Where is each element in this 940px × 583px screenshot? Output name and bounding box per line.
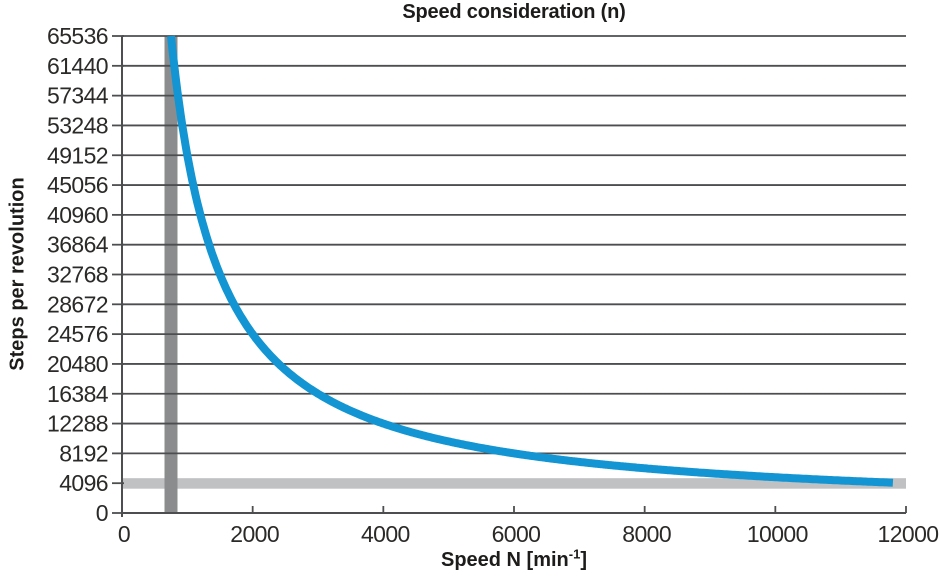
y-tick-label: 8192 [59,440,108,466]
x-axis-title-bracket: ] [580,549,588,571]
y-tick-label: 12288 [47,411,108,437]
x-tick-label: 2000 [230,521,279,547]
y-tick-label: 4096 [59,470,108,496]
y-tick-label: 45056 [47,172,108,198]
horizontal-marker-band [122,478,906,489]
y-tick-label: 20480 [47,351,108,377]
y-tick-label: 57344 [47,83,109,109]
x-tick-label: 6000 [492,521,541,547]
x-tick-label: 0 [118,521,130,547]
y-tick-label: 49152 [47,142,108,168]
y-tick-label: 36864 [47,232,109,258]
speed-curve [167,35,896,487]
x-axis-title-text: Speed N [min [440,549,569,571]
x-tick-label: 8000 [622,521,671,547]
y-axis-title: Steps per revolution [6,177,29,371]
y-tick-label: 24576 [47,321,108,347]
y-tick-label: 32768 [47,262,108,288]
x-axis-title: Speed N [min-1] [122,546,906,572]
y-tick-label: 16384 [47,381,109,407]
x-tick-label: 12000 [878,521,939,547]
x-axis-title-superscript: -1 [568,546,581,562]
chart-title: Speed consideration (n) [402,1,626,23]
y-tick-label: 28672 [47,291,108,317]
y-tick-label: 40960 [47,202,108,228]
x-tick-label: 10000 [747,521,808,547]
y-tick-label: 65536 [47,23,108,49]
y-tick-label: 0 [96,500,108,526]
x-tick-label: 4000 [361,521,410,547]
y-tick-label: 61440 [47,53,108,79]
y-tick-label: 53248 [47,112,108,138]
